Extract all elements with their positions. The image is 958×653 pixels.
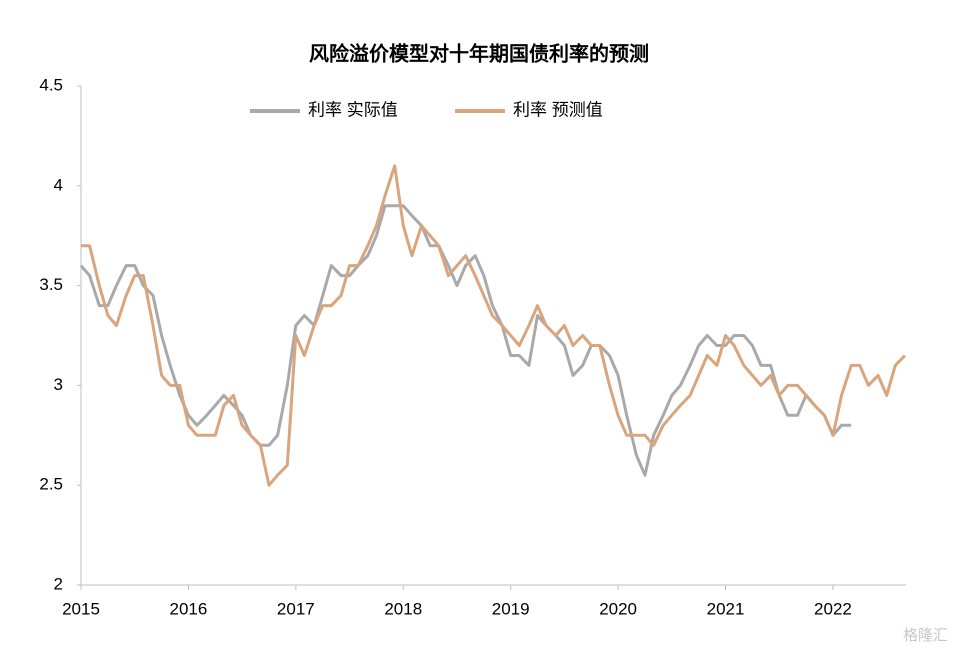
legend-label: 利率 预测值 bbox=[513, 100, 603, 119]
y-tick-label: 4.5 bbox=[39, 75, 63, 94]
x-tick-label: 2015 bbox=[62, 599, 100, 618]
y-tick-label: 3.5 bbox=[39, 275, 63, 294]
y-tick-label: 2 bbox=[54, 574, 63, 593]
legend-label: 利率 实际值 bbox=[308, 100, 398, 119]
watermark: 格隆汇 bbox=[903, 627, 948, 644]
x-tick-label: 2017 bbox=[277, 599, 315, 618]
x-tick-label: 2022 bbox=[814, 599, 852, 618]
y-tick-label: 3 bbox=[54, 375, 63, 394]
series-line bbox=[81, 164, 906, 487]
x-tick-label: 2020 bbox=[599, 599, 637, 618]
x-tick-label: 2018 bbox=[384, 599, 422, 618]
x-tick-label: 2019 bbox=[492, 599, 530, 618]
x-tick-label: 2016 bbox=[170, 599, 208, 618]
x-tick-label: 2021 bbox=[707, 599, 745, 618]
y-tick-label: 2.5 bbox=[39, 475, 63, 494]
y-tick-label: 4 bbox=[54, 175, 63, 194]
chart-title: 风险溢价模型对十年期国债利率的预测 bbox=[309, 41, 649, 65]
